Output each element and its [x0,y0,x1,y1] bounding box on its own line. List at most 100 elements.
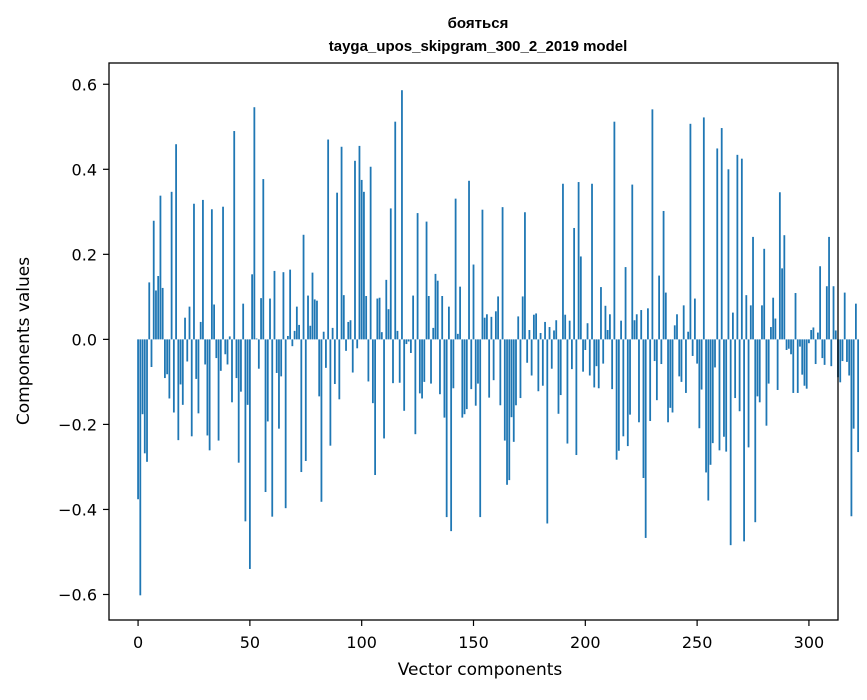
bar [676,314,678,340]
bar [649,339,652,422]
bar [423,339,426,382]
bar [752,236,754,340]
bar [456,333,459,340]
bar [155,290,157,340]
bar [546,339,549,524]
bar [593,339,596,388]
bar [660,339,663,365]
bar [524,212,526,340]
bar [490,316,493,340]
bar [347,321,350,340]
bar [515,339,517,406]
bar [369,166,372,340]
bar [705,339,707,473]
bar [821,339,824,359]
bar [606,330,609,340]
bar [231,339,233,403]
bar [810,330,813,340]
bar [376,298,379,340]
bar [264,339,267,493]
bar [186,339,189,362]
bar [470,339,473,390]
chart-title: бояться [448,15,509,32]
y-tick-label: −0.2 [58,415,97,434]
bar [588,339,591,376]
bar [832,286,835,340]
bar [148,282,151,340]
bar [754,339,757,523]
bar [749,305,752,340]
bar [566,339,569,444]
bar [805,339,808,389]
bar [497,296,499,340]
bar [839,339,842,383]
bar [591,183,593,340]
bar [658,275,660,340]
bar [396,330,399,340]
bar [260,298,262,340]
bar [403,339,406,411]
bar [235,339,238,379]
bar [161,287,164,340]
bar [834,330,837,340]
y-tick-label: −0.6 [58,585,97,604]
bar [521,296,524,340]
bar [508,339,511,481]
bar [530,339,533,376]
bar [181,339,184,405]
bar [825,286,828,340]
bar [237,339,240,463]
bar [219,339,222,371]
bar [246,339,249,405]
bar [647,308,649,340]
bar [814,339,817,365]
bar [528,330,531,340]
bar [499,339,502,406]
bar [179,339,182,385]
plot-frame [108,62,839,621]
bar [385,279,388,340]
bar [723,339,725,437]
bar [213,304,215,340]
bar [732,312,734,340]
bar [577,182,580,340]
bar [394,121,397,340]
bar [553,330,555,340]
bar [481,209,484,340]
bar [472,264,475,340]
bar [293,330,296,340]
bar [307,295,309,340]
bar [790,339,792,355]
bar [691,339,694,356]
bar [767,339,770,384]
bar [850,339,853,517]
bar [336,192,338,340]
bar [240,339,242,392]
bar [233,131,236,340]
bar [685,339,687,393]
bar [184,317,186,340]
bar [586,323,589,340]
bar [432,327,435,340]
bar [720,128,723,340]
bar [468,180,470,340]
bar [803,339,806,386]
bar [199,321,202,340]
bar [463,339,466,415]
bar [640,310,643,340]
bar [253,107,256,340]
bar [696,339,699,364]
bar [289,269,292,340]
bar [445,339,448,518]
bar [682,305,685,340]
y-axis-ticks: −0.6 −0.4 −0.2 0.0 0.2 0.4 0.6 [58,75,109,604]
bar [383,339,385,439]
bar [557,339,560,414]
bar [846,339,848,362]
bar [774,318,777,340]
bar [405,339,408,345]
bar [796,339,799,393]
bar [633,320,636,340]
bar [439,339,441,395]
bar [190,339,193,437]
